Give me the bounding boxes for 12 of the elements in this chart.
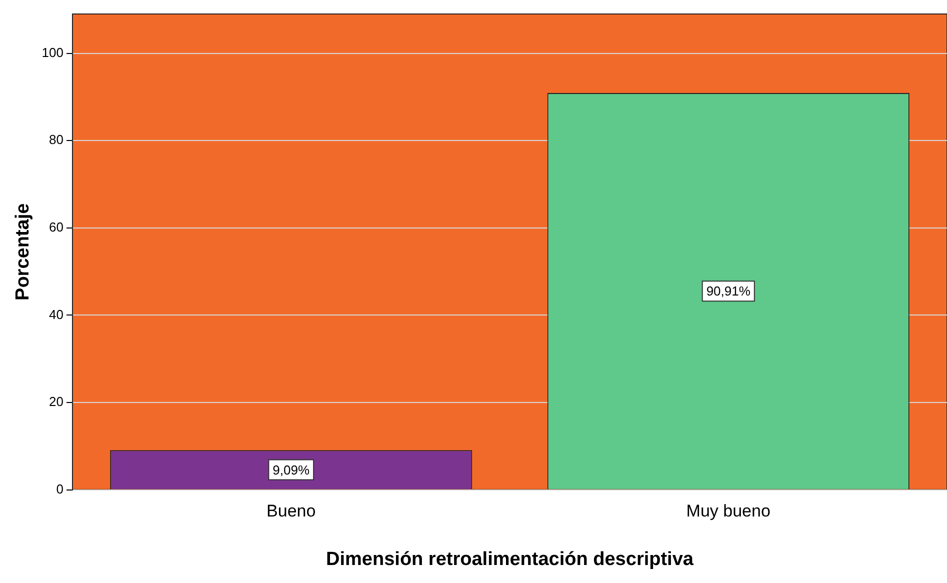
y-tick-label: 60 [49, 219, 64, 234]
y-tick-label: 80 [49, 132, 64, 148]
y-tick-label: 40 [49, 306, 64, 322]
data-label: 90,91% [706, 284, 751, 299]
data-label: 9,09% [272, 462, 310, 478]
x-tick-label: Muy bueno [686, 502, 770, 521]
y-axis-title: Porcentaje [12, 203, 34, 300]
y-tick-label: 20 [49, 394, 64, 410]
x-axis-title: Dimensión retroalimentación descriptiva [326, 548, 694, 570]
y-tick-label: 100 [42, 44, 64, 60]
x-tick-label: Bueno [266, 502, 316, 521]
y-tick-label: 0 [56, 481, 64, 496]
